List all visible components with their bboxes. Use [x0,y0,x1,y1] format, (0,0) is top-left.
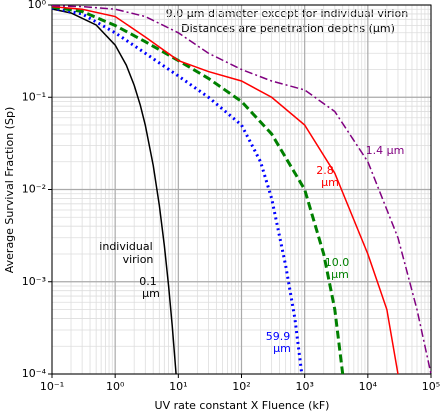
x-tick-label: 10⁻¹ [40,380,64,393]
series-label: 2.8 [316,164,334,177]
series-line [51,6,304,375]
x-tick-label: 10⁵ [422,380,440,393]
y-axis-label: Average Survival Fraction (Sp) [3,107,16,273]
series-label: μm [331,268,349,281]
series-label: 59.9 [266,330,291,343]
series-label: μm [273,342,291,355]
series-label: virion [123,253,154,266]
y-tick-label: 10⁻⁴ [22,367,47,380]
series-label: μm [321,176,339,189]
series-label: 0.1 [139,275,157,288]
series-label: 10.0 [325,256,350,269]
series-label: individual [99,240,152,253]
series-line [51,8,177,375]
series-line [51,5,399,375]
x-axis-label: UV rate constant X Fluence (kF) [155,399,330,412]
series-label: 1.4 μm [366,144,405,157]
series-line [51,5,432,375]
x-tick-label: 10¹ [169,380,187,393]
y-tick-label: 10⁰ [28,0,47,11]
grid [51,4,432,375]
x-tick-label: 10⁴ [359,380,378,393]
annotation: 9.0 μm diameter except for individual vi… [166,7,408,20]
plot-frame [51,4,432,375]
y-tick-label: 10⁻¹ [22,90,46,103]
series-label: μm [142,287,160,300]
x-tick-label: 10³ [295,380,313,393]
y-tick-label: 10⁻³ [22,275,46,288]
x-tick-label: 10⁰ [106,380,125,393]
y-tick-label: 10⁻² [22,183,46,196]
x-tick-label: 10² [232,380,250,393]
series-line [51,5,345,375]
